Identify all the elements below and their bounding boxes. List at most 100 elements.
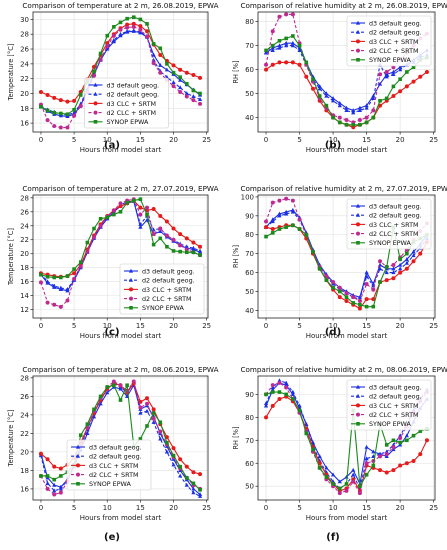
legend-entry: d2 default geog. [89,453,142,461]
legend-entry: d3 CLC + SRTM [369,221,419,229]
data-point [65,287,70,291]
data-point [371,449,376,454]
data-point [45,474,50,478]
chart-title: Comparison of temperature at 2 m, 26.08.… [22,1,218,10]
chart-panel: 0 5 10 15 20 25 50 60 70 80 90 Comparison of relati… [232,365,447,543]
y-tick-label: 28 [20,194,29,202]
data-point [264,67,269,72]
x-tick-label: 10 [103,504,112,512]
legend-marker [76,472,80,477]
data-point [131,24,136,29]
data-point [59,111,63,116]
data-point [171,63,176,68]
data-point [371,297,376,302]
data-point [398,266,403,271]
data-point [184,250,189,255]
y-axis-label: RH [%] [232,245,240,268]
data-point [371,115,376,120]
data-point [118,398,123,402]
data-point [138,222,143,226]
data-point [98,394,103,399]
data-point [198,472,203,477]
data-point [191,88,196,93]
data-point [270,383,275,388]
data-point [52,95,57,100]
y-tick-label: 18 [20,105,29,113]
legend-entry: d2 default geog. [369,393,422,401]
x-tick-label: 0 [39,504,43,512]
chart-title: Comparison of temperature at 2 m, 27.07.… [22,184,218,193]
x-tick-label: 20 [169,136,178,144]
data-point [290,43,295,48]
data-point [371,96,376,100]
data-point [198,253,202,257]
data-point [151,242,156,247]
data-point [164,219,169,224]
data-point [111,37,116,42]
data-point [52,283,57,288]
legend: d3 default geog. d2 default geog.d3 CLC +… [84,77,169,129]
data-point [378,72,383,77]
data-point [284,12,289,17]
data-point [384,278,389,283]
data-point [351,123,356,127]
data-point [151,407,156,412]
data-point [304,60,309,65]
legend-marker [75,444,81,449]
data-point [411,458,416,463]
data-point [270,48,275,52]
data-point [263,50,269,55]
data-point [418,452,423,457]
legend-marker [93,120,98,124]
data-point [45,279,50,284]
panel-label: (d) [325,327,341,338]
data-point [378,280,382,284]
data-point [98,57,103,62]
legend-entry: d3 default geog. [369,19,422,27]
legend-entry: SYNOP EPWA [369,239,412,247]
data-point [277,396,282,401]
y-tick-label: 18 [20,467,29,475]
data-point [270,200,275,205]
data-point [297,408,302,413]
data-point [377,81,383,86]
data-point [178,85,183,90]
data-point [125,25,130,30]
data-point [125,200,129,205]
x-tick-label: 10 [329,504,338,512]
data-point [138,205,143,210]
data-point [384,96,389,101]
data-point [58,486,63,491]
legend-entry: SYNOP EPWA [107,118,150,126]
y-tick-label: 70 [245,437,254,445]
data-point [270,390,275,394]
data-point [138,410,143,415]
data-point [105,33,110,38]
data-point [171,80,176,84]
y-tick-label: 30 [20,16,29,24]
legend-box [84,77,169,129]
data-point [118,31,123,36]
data-point [118,383,123,388]
data-point [39,272,43,277]
data-point [337,115,342,120]
data-point [384,443,389,447]
data-point [105,215,110,220]
data-point [85,240,90,245]
data-point [85,431,90,435]
legend-entry: d3 CLC + SRTM [89,462,139,470]
plot-frame [32,194,209,319]
data-point [324,475,329,479]
data-point [45,481,50,485]
data-point [331,115,335,120]
data-point [297,48,302,52]
data-point [405,70,409,74]
x-tick-label: 5 [72,322,76,330]
data-point [138,399,143,404]
y-tick-label: 26 [20,208,29,216]
data-point [357,306,362,311]
y-tick-label: 22 [20,430,29,438]
data-point [384,72,389,76]
data-point [165,440,169,445]
data-point [357,491,362,496]
